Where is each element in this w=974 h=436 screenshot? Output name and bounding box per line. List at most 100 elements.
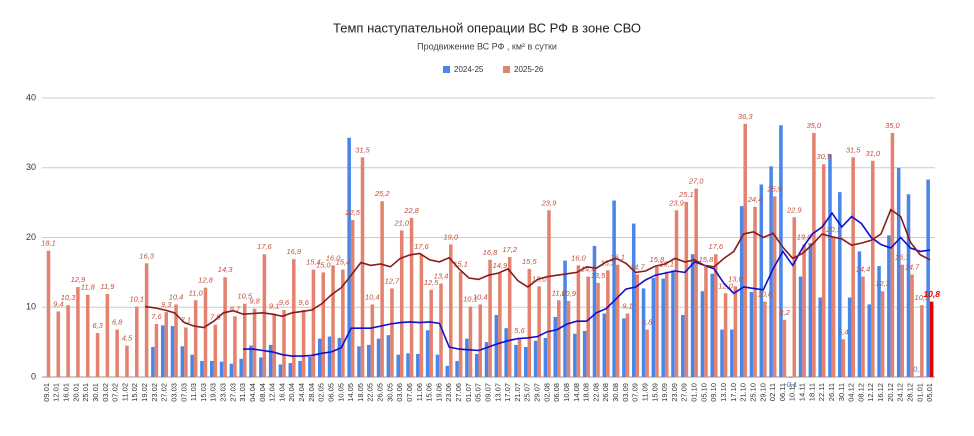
bar xyxy=(779,125,783,377)
x-tick-label: 11.09 xyxy=(640,383,649,401)
x-tick-label: 19.06 xyxy=(434,383,443,402)
x-tick-label: 03.06 xyxy=(395,383,404,402)
bar xyxy=(95,333,100,377)
bar xyxy=(681,314,685,377)
data-label: 10,8 xyxy=(758,290,773,299)
bar xyxy=(684,201,689,377)
x-tick-label: 12.12 xyxy=(866,383,875,402)
data-label: 14,7 xyxy=(630,262,645,271)
data-label: 15,8 xyxy=(650,255,665,264)
data-label: 10,4 xyxy=(473,292,488,301)
data-label: 8,2 xyxy=(779,308,790,317)
bar xyxy=(802,244,806,377)
data-label: 31,5 xyxy=(846,145,861,154)
bar xyxy=(301,310,306,377)
bar xyxy=(759,184,764,377)
x-tick-label: 20.01 xyxy=(71,383,80,402)
data-label: 6,8 xyxy=(642,318,653,327)
x-tick-label: 04.12 xyxy=(847,383,856,402)
bar xyxy=(308,356,312,377)
x-tick-label: 03.09 xyxy=(621,383,630,402)
data-label: 19,0 xyxy=(444,232,459,241)
data-label: 15,8 xyxy=(699,255,714,264)
data-label: 0,1 xyxy=(913,364,923,373)
data-label: 14,3 xyxy=(218,265,233,274)
x-tick-label: 06.08 xyxy=(552,383,561,402)
bar xyxy=(498,273,502,377)
bar xyxy=(350,220,355,377)
bar xyxy=(792,217,797,377)
x-tick-label: 11.06 xyxy=(415,383,424,401)
data-label: 14,4 xyxy=(856,265,871,274)
data-label: 10,4 xyxy=(365,292,380,301)
data-label: 17,6 xyxy=(414,242,429,251)
data-label: 30,5 xyxy=(816,152,831,161)
data-label: 15,4 xyxy=(306,258,321,267)
x-tick-label: 03.02 xyxy=(101,383,110,402)
data-label: 10,3 xyxy=(915,293,930,302)
bar xyxy=(46,250,51,377)
bar xyxy=(788,377,793,378)
bar xyxy=(396,354,400,377)
x-tick-label: 27.09 xyxy=(680,383,689,402)
x-tick-label: 02.05 xyxy=(317,383,326,402)
data-label: 9,1 xyxy=(622,302,632,311)
bar xyxy=(259,357,263,377)
x-tick-label: 13.07 xyxy=(493,383,502,402)
bar xyxy=(929,301,934,377)
bar xyxy=(877,266,881,377)
x-tick-label: 08.12 xyxy=(856,383,865,402)
bar xyxy=(151,347,155,377)
bar xyxy=(252,308,257,377)
data-label: 16,0 xyxy=(326,253,341,262)
x-tick-label: 07.06 xyxy=(405,383,414,402)
bar xyxy=(655,266,659,377)
bar xyxy=(867,304,872,377)
x-tick-label: 07.09 xyxy=(631,383,640,402)
y-tick-label: 20 xyxy=(26,232,36,242)
bar xyxy=(125,345,129,377)
bar xyxy=(517,337,522,377)
x-tick-label: 31.03 xyxy=(238,383,247,402)
x-tick-label: 14.11 xyxy=(798,383,807,401)
data-label: 15,0 xyxy=(316,260,331,269)
x-tick-label: 16.12 xyxy=(876,383,885,402)
x-tick-label: 23.06 xyxy=(444,383,453,402)
legend-label: 2024-25 xyxy=(454,65,484,74)
x-tick-label: 21.10 xyxy=(739,383,748,402)
data-label: 12,7 xyxy=(385,276,400,285)
x-tick-label: 09.07 xyxy=(483,383,492,402)
bar xyxy=(851,157,855,377)
bar xyxy=(174,304,178,377)
bar xyxy=(828,154,832,377)
x-tick-label: 25.07 xyxy=(523,383,532,402)
x-tick-label: 18.08 xyxy=(582,383,591,402)
data-label: 9,3 xyxy=(161,300,172,309)
bar xyxy=(229,363,234,377)
data-label: 13,0 xyxy=(728,274,743,283)
x-tick-label: 15.06 xyxy=(425,383,434,402)
data-label: 15,1 xyxy=(659,260,674,269)
bar xyxy=(484,342,489,377)
bar xyxy=(370,304,375,377)
data-label: 36,3 xyxy=(738,112,753,121)
bar xyxy=(184,327,188,377)
data-label: 22,5 xyxy=(344,208,360,217)
bar xyxy=(376,338,381,377)
bar xyxy=(488,259,492,377)
data-label: 10,9 xyxy=(561,289,576,298)
bar xyxy=(749,291,754,377)
x-tick-label: 06.11 xyxy=(778,383,787,401)
bar xyxy=(831,236,836,377)
x-tick-label: 18.05 xyxy=(356,383,365,402)
bar xyxy=(409,217,414,377)
bar xyxy=(664,271,669,377)
bar xyxy=(543,337,548,377)
x-tick-label: 01.10 xyxy=(690,383,699,402)
bar xyxy=(160,325,165,377)
bar xyxy=(906,194,911,377)
x-tick-label: 12.04 xyxy=(268,383,277,402)
bar xyxy=(66,305,70,377)
chart-subtitle: Продвижение ВС РФ , км² в сутки xyxy=(417,41,557,51)
data-label: 5,6 xyxy=(514,326,525,335)
